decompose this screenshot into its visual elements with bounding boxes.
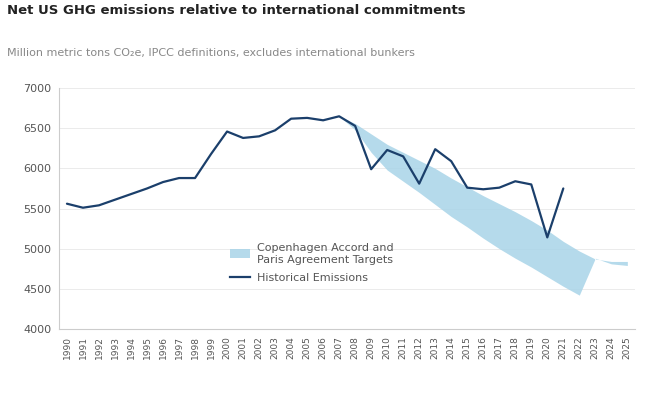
Legend: Copenhagen Accord and
Paris Agreement Targets, Historical Emissions: Copenhagen Accord and Paris Agreement Ta…	[226, 239, 398, 287]
Text: Million metric tons CO₂e, IPCC definitions, excludes international bunkers: Million metric tons CO₂e, IPCC definitio…	[7, 48, 415, 58]
Text: Net US GHG emissions relative to international commitments: Net US GHG emissions relative to interna…	[7, 4, 465, 17]
